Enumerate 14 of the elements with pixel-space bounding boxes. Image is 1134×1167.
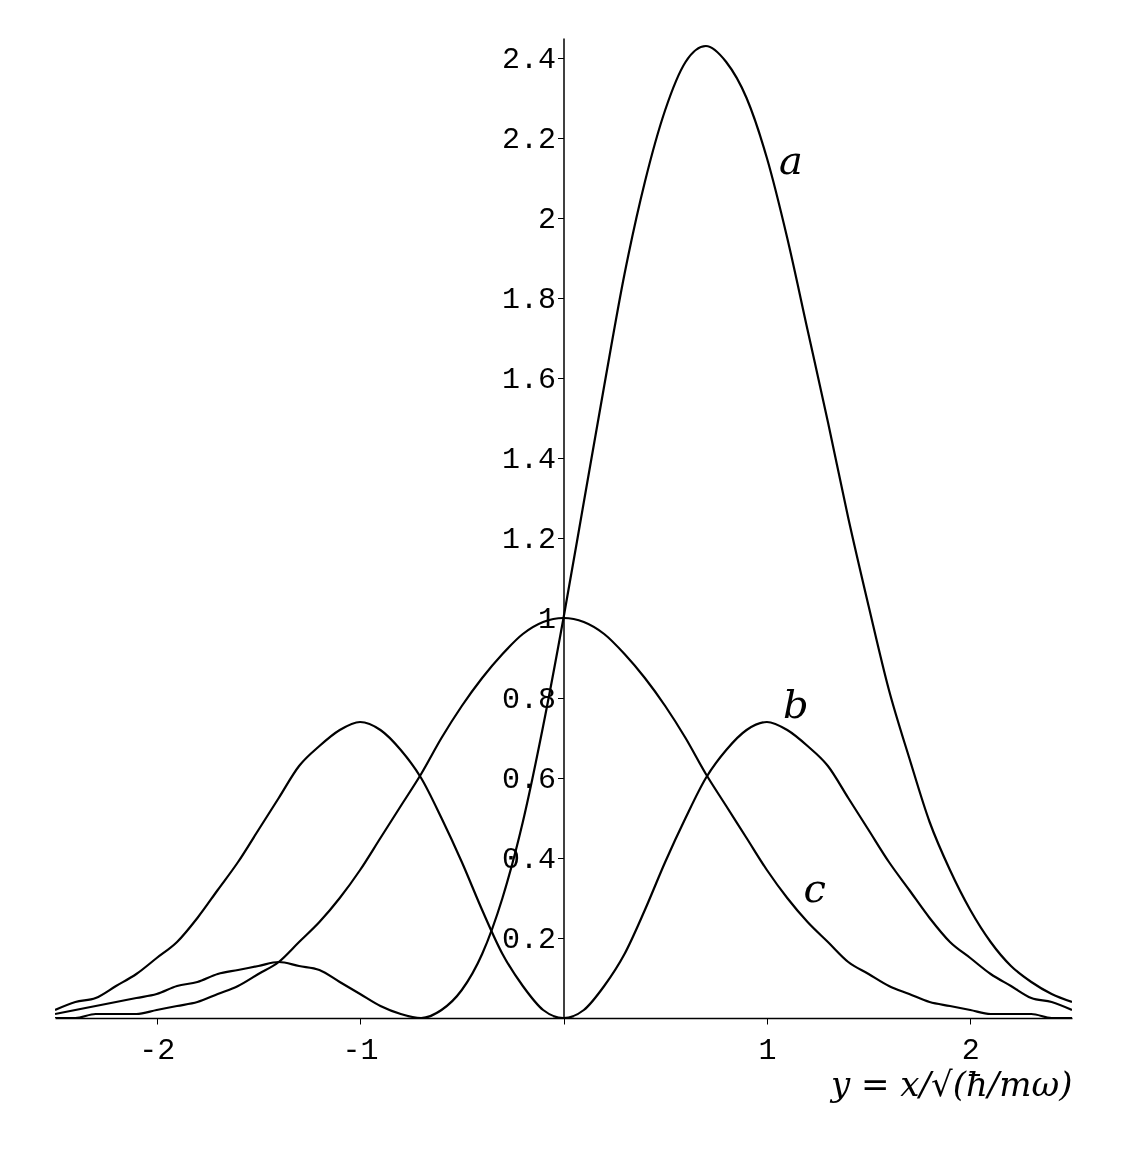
y-tick-label: 1.2	[501, 522, 556, 557]
x-tick-label: -2	[139, 1033, 176, 1068]
annotation: c	[803, 865, 826, 911]
y-tick-label: 2	[537, 202, 556, 237]
x-tick-label: 1	[758, 1033, 777, 1068]
y-tick-label: 1.8	[501, 282, 556, 317]
annotation: b	[783, 681, 809, 727]
y-tick-label: 1.6	[501, 362, 556, 397]
y-tick-label: 2.2	[501, 122, 556, 157]
y-tick-label: 0.2	[501, 922, 556, 957]
annotation: a	[779, 137, 803, 183]
x-tick-label: -1	[342, 1033, 379, 1068]
y-tick-label: 2.4	[501, 42, 556, 77]
y-tick-label: 1.4	[501, 442, 556, 477]
